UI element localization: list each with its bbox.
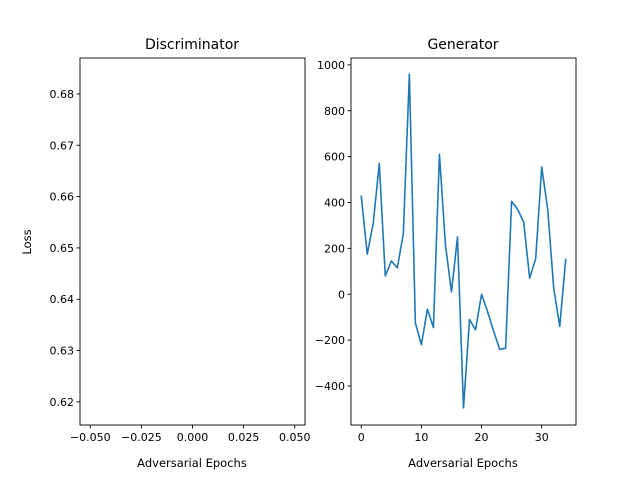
discriminator-title: Discriminator: [145, 37, 239, 53]
generator-title: Generator: [427, 37, 498, 53]
discriminator-y-tick-label: 0.65: [50, 242, 75, 255]
discriminator-y-axis-label: Loss: [20, 229, 34, 254]
generator-y-tick-label: 400: [324, 197, 345, 210]
discriminator-y-tick-label: 0.64: [50, 293, 75, 306]
discriminator-x-tick-label: −0.050: [70, 431, 111, 444]
discriminator-plot-frame: [79, 57, 306, 426]
generator-axis-ticks: 0 10 20 30 −400 −200 0 200 400 600 800 1000: [315, 59, 549, 444]
generator-y-tick-label: 1000: [317, 59, 345, 72]
generator-loss-line: [360, 73, 567, 409]
discriminator-y-tick-label: 0.66: [50, 191, 75, 204]
discriminator-x-tick-label: 0.025: [228, 431, 260, 444]
discriminator-y-tick-label: 0.67: [50, 139, 75, 152]
discriminator-x-axis-label: Adversarial Epochs: [137, 456, 247, 470]
generator-x-tick-label: 20: [475, 431, 489, 444]
generator-x-tick-label: 30: [535, 431, 549, 444]
generator-x-axis-label: Adversarial Epochs: [408, 456, 518, 470]
discriminator-y-tick-label: 0.68: [50, 88, 75, 101]
generator-series: [360, 73, 567, 409]
generator-y-tick-label: 800: [324, 105, 345, 118]
generator-x-tick-label: 10: [414, 431, 428, 444]
discriminator-axis-ticks: −0.050 −0.025 0.000 0.025 0.050 0.62 0.63 0.64 0…: [50, 88, 311, 444]
generator-x-tick-label: 0: [358, 431, 365, 444]
generator-y-tick-label: 600: [324, 151, 345, 164]
discriminator-x-tick-label: 0.000: [177, 431, 209, 444]
discriminator-x-tick-label: 0.050: [279, 431, 311, 444]
generator-y-tick-label: −200: [315, 334, 345, 347]
discriminator-y-tick-label: 0.62: [50, 396, 75, 409]
discriminator-x-tick-label: −0.025: [121, 431, 162, 444]
discriminator-panel: Discriminator −0.050 −0.025 0.000 0.025 0.05…: [20, 37, 311, 470]
generator-y-tick-label: −400: [315, 380, 345, 393]
generator-y-tick-label: 0: [338, 288, 345, 301]
discriminator-y-tick-label: 0.63: [50, 345, 75, 358]
generator-panel: Generator 0 10 20 30 −400 −200 0 200 400 600 800 10…: [315, 37, 577, 470]
generator-plot-frame: [350, 57, 577, 426]
generator-y-tick-label: 200: [324, 242, 345, 255]
